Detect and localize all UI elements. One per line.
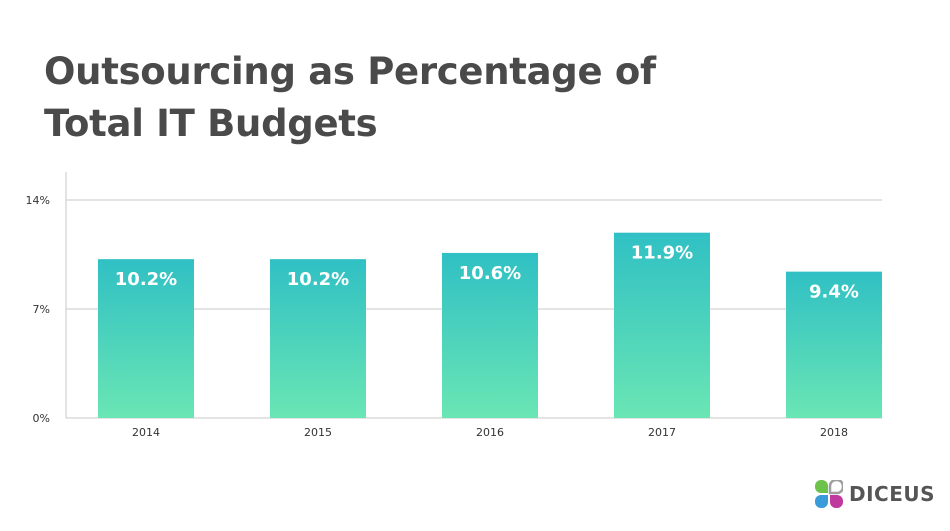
x-tick-label: 2017 (648, 426, 676, 439)
bar-data-label: 10.2% (115, 269, 177, 290)
logo-text: DICEUS (849, 482, 936, 506)
x-tick-label: 2018 (820, 426, 848, 439)
logo-petal-green (815, 480, 828, 493)
x-tick-label: 2016 (476, 426, 504, 439)
bar-data-label: 10.6% (459, 263, 521, 284)
logo-petal-magenta (830, 495, 843, 508)
y-tick-label: 7% (33, 303, 50, 316)
bar-2014 (98, 259, 194, 418)
bar-data-labels: 10.2% 10.2% 10.6% 11.9% 9.4% (115, 243, 859, 303)
four-petal-clover-icon (815, 480, 843, 508)
y-axis-tick-labels: 0% 7% 14% (26, 194, 50, 425)
bars (98, 232, 882, 418)
bar-data-label: 11.9% (631, 243, 693, 264)
logo-petal-blue (815, 495, 828, 508)
bar-2016 (442, 252, 538, 418)
bar-data-label: 9.4% (809, 282, 859, 303)
x-tick-label: 2015 (304, 426, 332, 439)
x-tick-label: 2014 (132, 426, 160, 439)
diceus-logo: DICEUS (815, 480, 935, 508)
bar-2018 (786, 271, 882, 418)
bar-data-label: 10.2% (287, 269, 349, 290)
bar-2015 (270, 259, 366, 418)
chart-title-line-2: Total IT Budgets (44, 102, 378, 145)
y-tick-label: 14% (26, 194, 50, 207)
x-axis-tick-labels: 2014 2015 2016 2017 2018 (132, 426, 848, 439)
bar-2017 (614, 232, 710, 418)
y-tick-label: 0% (33, 412, 50, 425)
chart-title-line-1: Outsourcing as Percentage of (44, 50, 656, 93)
logo-petal-grey (828, 480, 843, 495)
chart-title: Outsourcing as Percentage of Total IT Bu… (44, 46, 656, 150)
